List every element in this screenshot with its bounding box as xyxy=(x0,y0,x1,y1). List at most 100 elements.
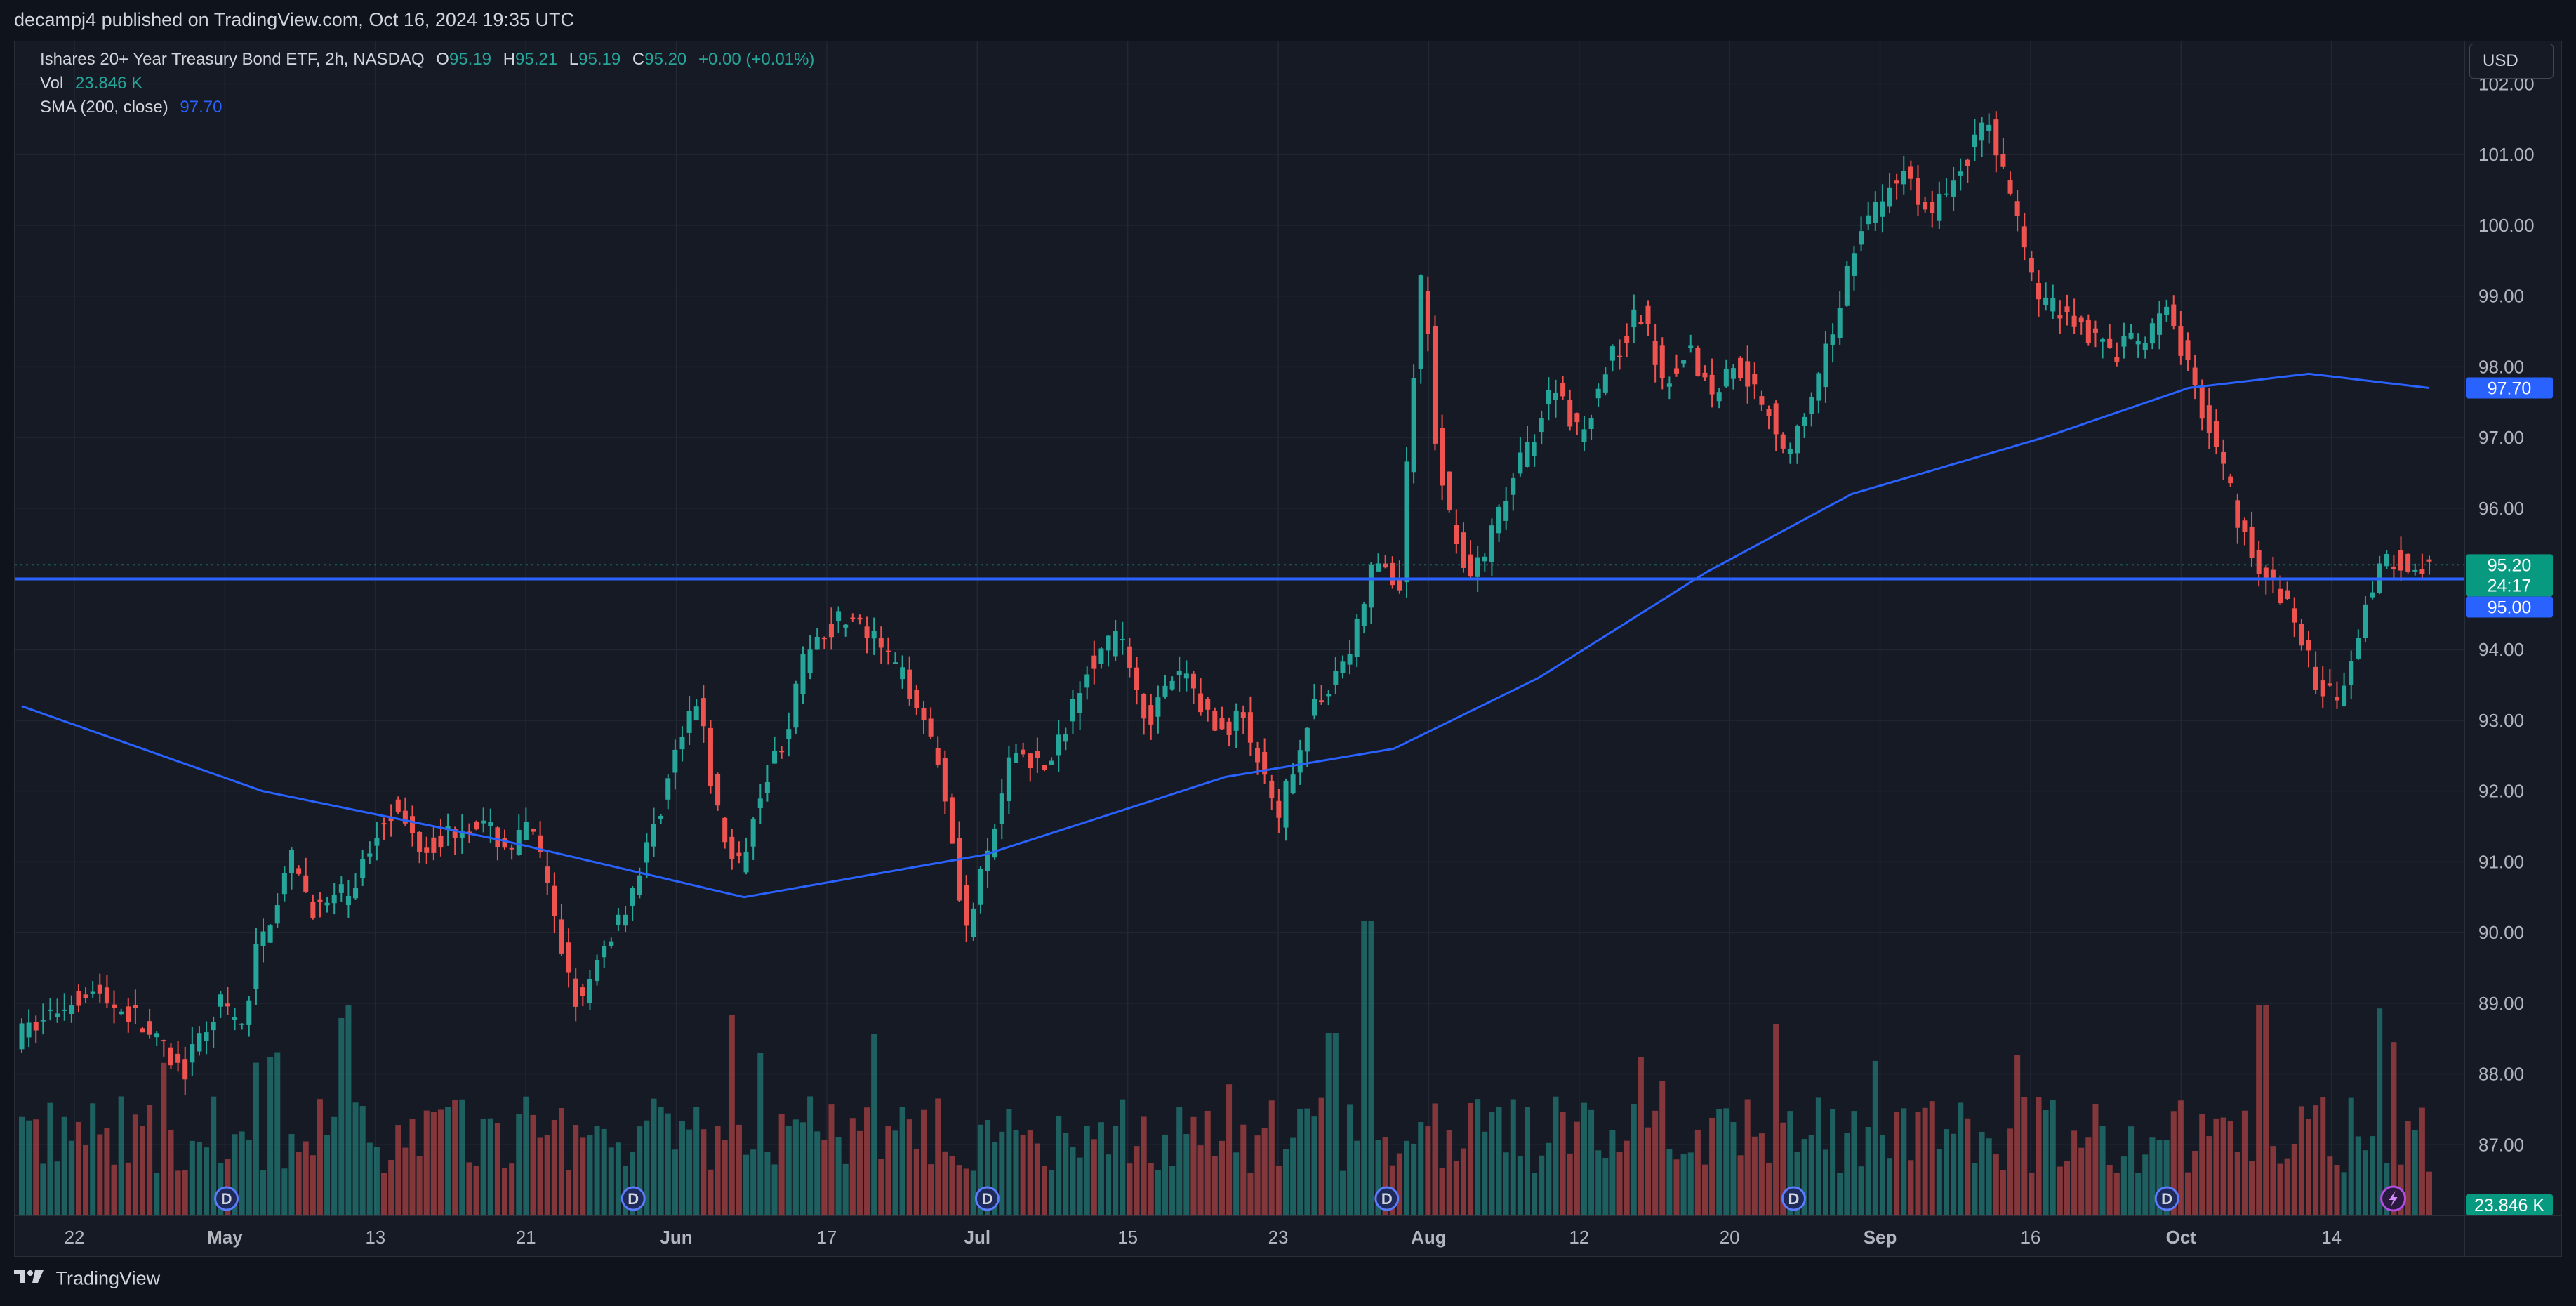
volume-bar xyxy=(992,1142,998,1215)
candle-body xyxy=(552,885,557,916)
candle-body xyxy=(26,1022,32,1038)
volume-bar xyxy=(1602,1158,1609,1215)
candle-body xyxy=(985,850,990,871)
candle-body xyxy=(1532,442,1537,457)
chart-frame[interactable]: 87.00 88.00 89.00 90.00 91.00 92.00 93.00 94.00… xyxy=(14,41,2562,1257)
candle-body xyxy=(2057,315,2063,319)
volume-bar xyxy=(743,1154,750,1215)
candle-body xyxy=(878,638,884,648)
volume-bar xyxy=(1525,1107,1531,1215)
candle-body xyxy=(1695,348,1701,376)
volume-bar xyxy=(1737,1155,1744,1215)
candle-body xyxy=(232,1017,238,1021)
dividend-marker-label: D xyxy=(1788,1190,1800,1208)
volume-bar xyxy=(1815,1097,1821,1215)
candle-body xyxy=(97,984,102,994)
footer-brand[interactable]: TradingView xyxy=(55,1267,161,1289)
x-tick-label: 17 xyxy=(816,1227,837,1248)
volume-bar xyxy=(693,1107,700,1215)
candle-body xyxy=(1908,166,1913,179)
x-tick-label: Aug xyxy=(1411,1227,1447,1248)
volume-bar xyxy=(715,1126,721,1215)
candle-body xyxy=(55,1013,60,1017)
volume-bar xyxy=(558,1108,564,1215)
tradingview-logo-icon[interactable] xyxy=(14,1267,45,1289)
volume-bar xyxy=(1475,1099,1481,1215)
volume-bar xyxy=(2220,1117,2226,1215)
volume-bar xyxy=(274,1052,281,1215)
x-tick-label: 20 xyxy=(1720,1227,1740,1248)
volume-bar xyxy=(2241,1110,2248,1215)
y-tick-label: 90.00 xyxy=(2478,922,2524,943)
candle-body xyxy=(175,1053,181,1063)
volume-bar xyxy=(480,1119,486,1215)
volume-bar xyxy=(573,1125,579,1215)
candle-body xyxy=(2213,421,2219,447)
currency-button[interactable]: USD xyxy=(2469,44,2554,79)
candle-body xyxy=(2249,526,2255,558)
candle-body xyxy=(1383,563,1388,568)
volume-bar xyxy=(61,1116,67,1215)
candle-body xyxy=(338,884,344,893)
volume-bar xyxy=(785,1125,792,1215)
candle-body xyxy=(331,895,337,904)
volume-bar xyxy=(1588,1109,1595,1215)
volume-bar xyxy=(1411,1143,1417,1215)
candle-body xyxy=(1233,710,1239,731)
volume-bar xyxy=(1034,1143,1040,1215)
volume-bar xyxy=(2305,1119,2312,1215)
candle-body xyxy=(1340,661,1346,673)
candle-body xyxy=(1354,619,1360,657)
candle-body xyxy=(885,650,891,652)
volume-bar xyxy=(637,1126,643,1215)
volume-bar xyxy=(2334,1164,2340,1215)
x-tick-label: 13 xyxy=(365,1227,385,1248)
candle-body xyxy=(1859,231,1864,245)
volume-bar xyxy=(708,1169,714,1215)
volume-bar xyxy=(2377,1008,2383,1215)
sma-legend: SMA (200, close) 97.70 xyxy=(40,98,222,117)
candle-body xyxy=(2327,683,2332,686)
candle-body xyxy=(580,987,585,996)
close-label: C xyxy=(632,50,645,69)
volume-bar xyxy=(1517,1156,1523,1215)
volume-bar xyxy=(792,1119,799,1215)
volume-bar xyxy=(2106,1165,2113,1215)
volume-bar xyxy=(1631,1104,1637,1215)
candle-body xyxy=(893,662,898,664)
candle-body xyxy=(1212,711,1218,731)
candle-body xyxy=(2071,315,2077,327)
candle-body xyxy=(2270,569,2276,578)
level-price-badge: 95.00 xyxy=(2488,598,2532,617)
volume-bar xyxy=(494,1123,500,1215)
candle-body xyxy=(1773,403,1779,435)
volume-bar xyxy=(587,1135,593,1215)
volume-bar xyxy=(1894,1112,1900,1215)
volume-bar xyxy=(1879,1135,1885,1215)
candle-body xyxy=(1588,418,1594,429)
volume-bar xyxy=(366,1142,373,1215)
sma-line xyxy=(21,372,2430,899)
volume-bar xyxy=(1354,1140,1360,1215)
volume-bar xyxy=(1311,1116,1317,1215)
high-label: H xyxy=(503,50,516,69)
volume-badge: 23.846 K xyxy=(2474,1196,2544,1215)
price-chart[interactable]: 87.00 88.00 89.00 90.00 91.00 92.00 93.00 94.00… xyxy=(15,41,2561,1256)
volume-bar xyxy=(1439,1168,1445,1215)
volume-value: 23.846 K xyxy=(75,74,143,93)
candle-body xyxy=(1148,705,1154,725)
candle-body xyxy=(1489,525,1494,562)
volume-bar xyxy=(2064,1161,2070,1215)
candle-body xyxy=(1965,159,1970,166)
volume-bar xyxy=(352,1102,359,1215)
volume-bars xyxy=(18,921,2433,1215)
volume-bar xyxy=(2092,1104,2099,1215)
candle-body xyxy=(274,905,280,924)
dividend-marker-label: D xyxy=(981,1190,992,1208)
candle-body xyxy=(126,1006,131,1022)
candle-body xyxy=(1425,291,1430,334)
volume-bar xyxy=(1084,1126,1090,1215)
volume-badge-bg xyxy=(2466,1194,2553,1215)
candle-body xyxy=(2206,405,2212,433)
y-tick-label: 99.00 xyxy=(2478,286,2524,307)
